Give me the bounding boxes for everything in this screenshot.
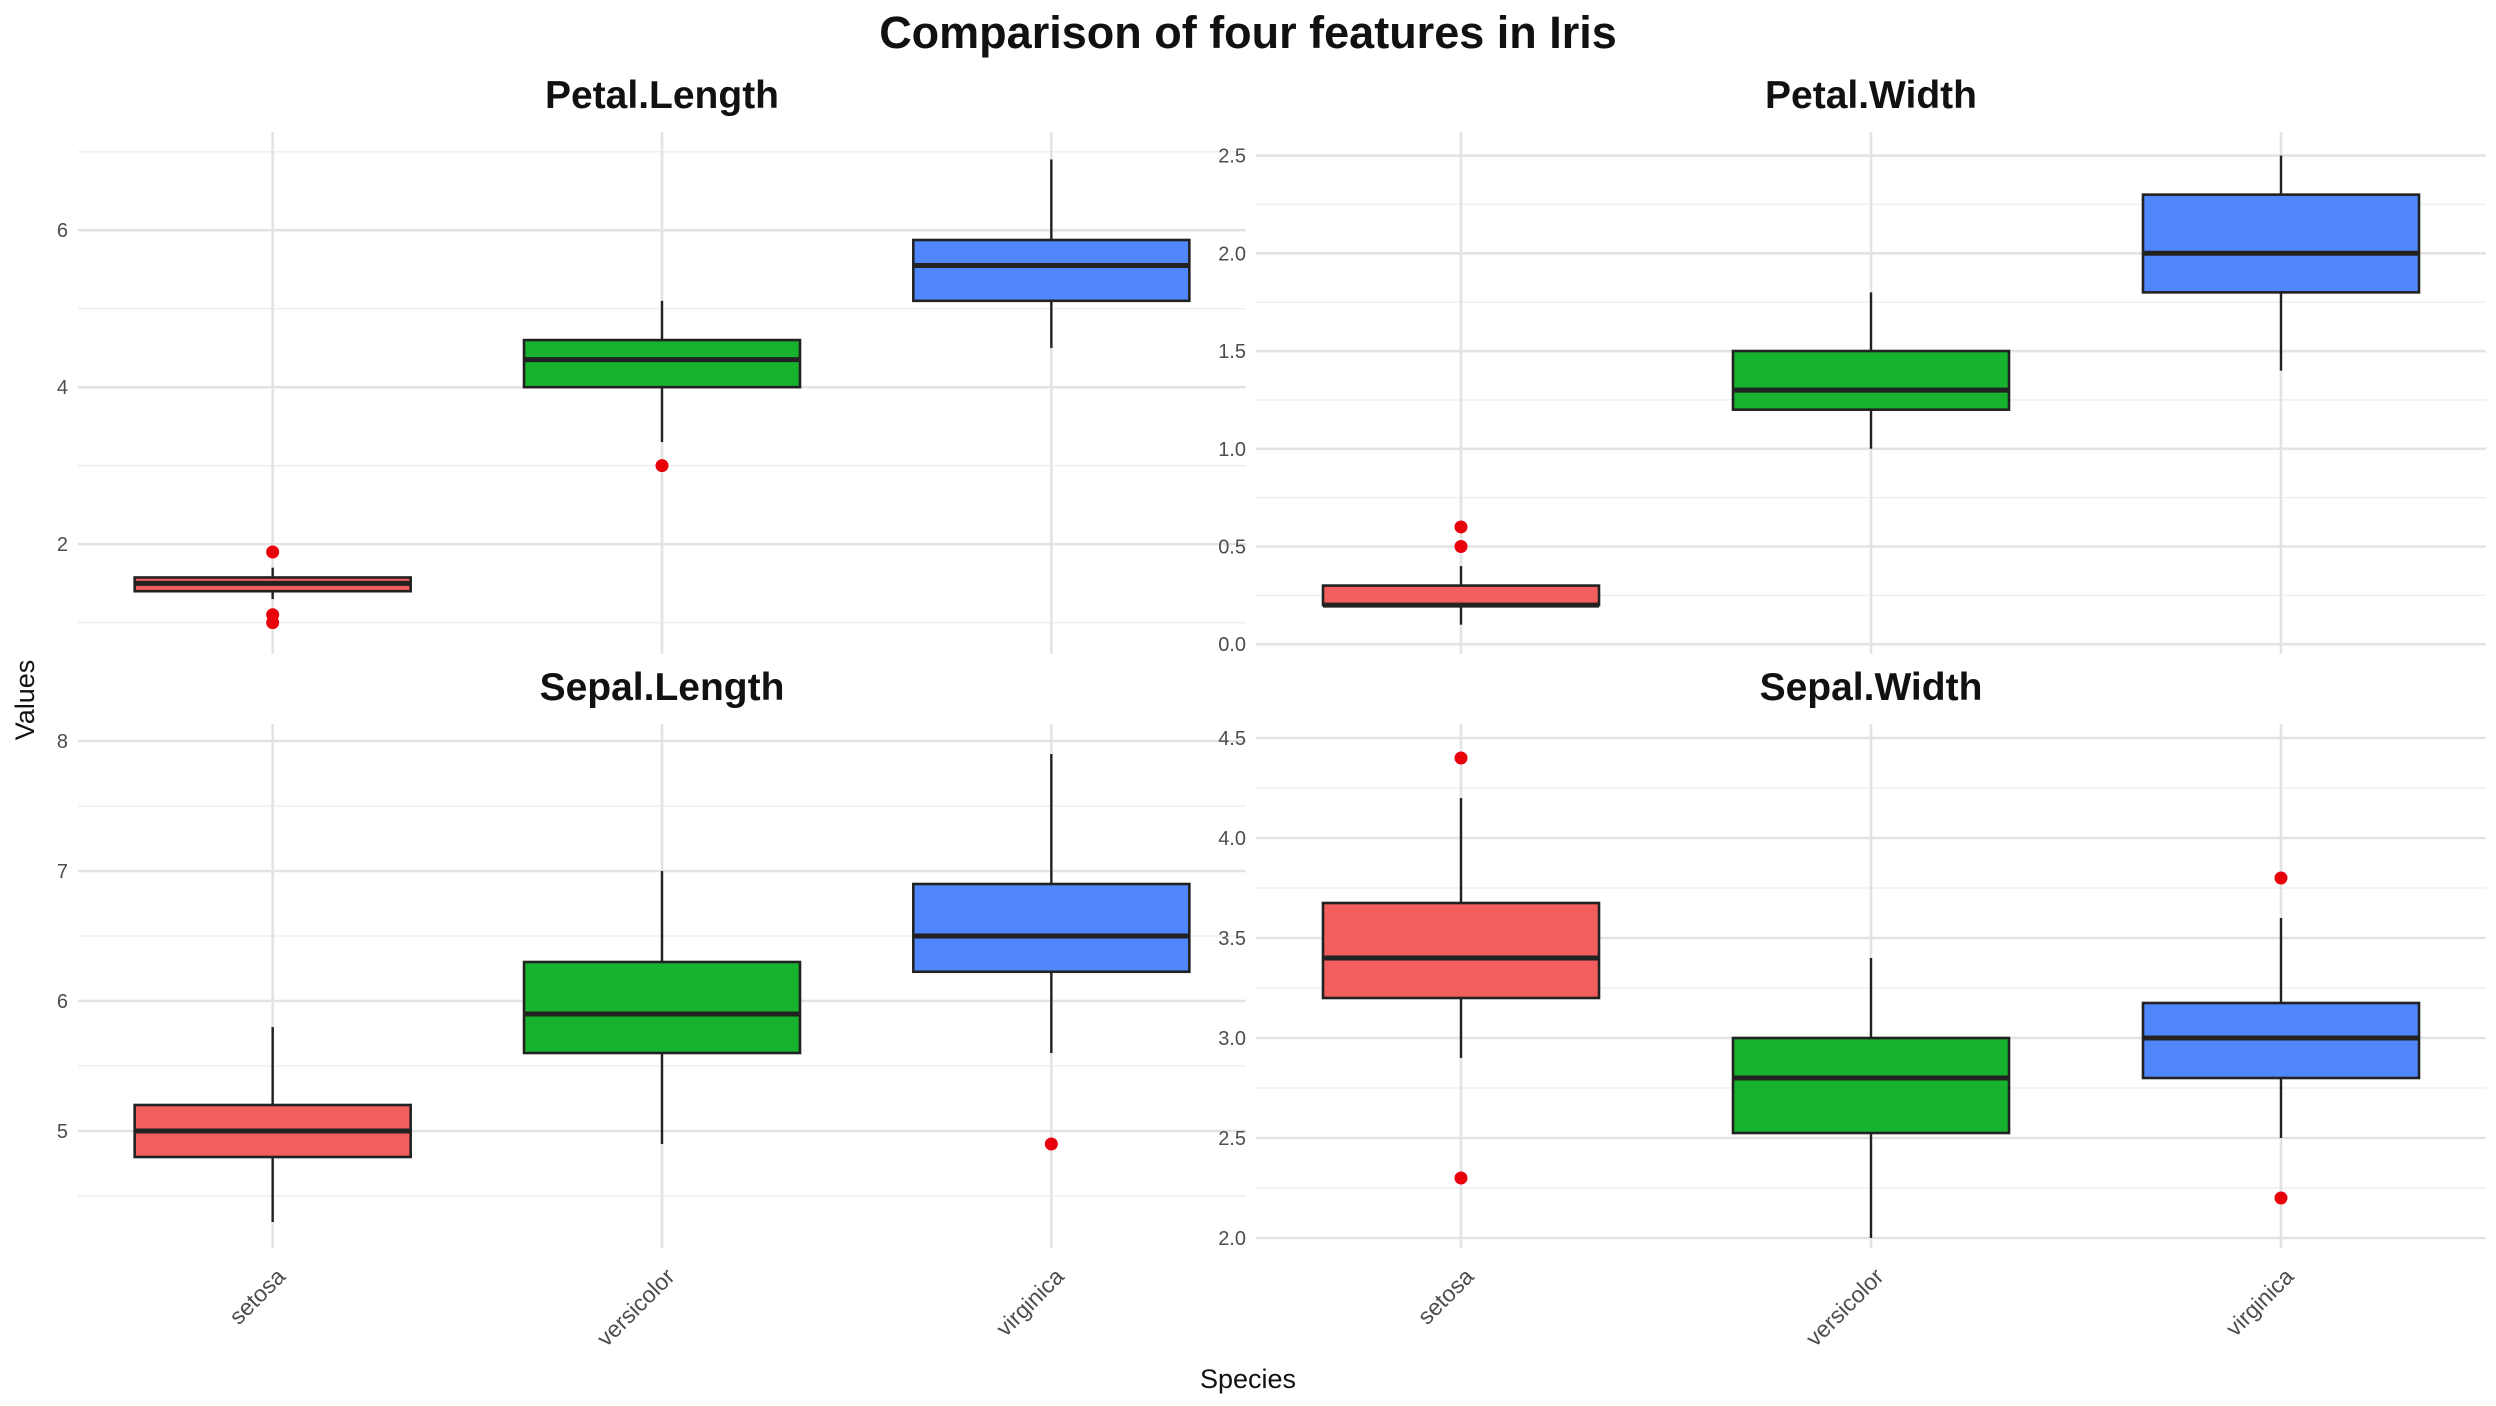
box-virginica [2141, 871, 2421, 1205]
outlier-point [266, 616, 280, 630]
iqr-box [1321, 584, 1601, 607]
y-tick-label: 0.5 [1218, 536, 1246, 558]
facet-panels: Petal.Length 2 4 6 Petal.Width 0.0 0.5 1.0 1.5 2.… [57, 74, 2486, 1351]
panel-title: Petal.Length [545, 74, 779, 117]
y-tick-label: 0.0 [1218, 634, 1246, 656]
outlier-point [266, 545, 280, 559]
outlier-point [1454, 539, 1468, 553]
y-tick-label: 4.0 [1218, 828, 1246, 850]
outlier-point [1044, 1137, 1058, 1151]
outlier-point [2274, 871, 2288, 885]
y-tick-label: 2.5 [1218, 146, 1246, 168]
box-setosa [133, 545, 412, 630]
iqr-box [1731, 1036, 2011, 1135]
box-versicolor [522, 871, 802, 1144]
y-tick-label: 8 [57, 731, 68, 753]
x-tick-label: versicolor [1801, 1263, 1889, 1351]
chart-title: Comparison of four features in Iris [879, 7, 1617, 58]
x-axis-title: Species [1200, 1364, 1296, 1394]
outlier-point [1454, 1171, 1468, 1185]
box-versicolor [522, 300, 802, 473]
y-tick-label: 3.5 [1218, 928, 1246, 950]
iqr-box [522, 338, 802, 389]
y-tick-label: 5 [57, 1121, 68, 1143]
panel-petal-length: Petal.Length 2 4 6 [57, 74, 1246, 654]
x-tick-label: versicolor [592, 1263, 680, 1351]
box-virginica [912, 754, 1191, 1151]
iqr-box [1731, 349, 2011, 411]
panel-sepal-length: Sepal.Length 5 6 7 8 setosa versicolor virginic… [57, 666, 1246, 1351]
y-tick-label: 2.0 [1218, 1228, 1246, 1250]
y-tick-label: 6 [57, 220, 68, 242]
y-tick-label: 7 [57, 861, 68, 883]
outlier-point [1454, 520, 1468, 534]
box-virginica [912, 159, 1191, 348]
box-versicolor [1731, 292, 2011, 449]
y-tick-label: 4.5 [1218, 728, 1246, 750]
outlier-point [655, 459, 669, 473]
iqr-box [912, 882, 1191, 974]
y-tick-label: 3.0 [1218, 1028, 1246, 1050]
box-setosa [1321, 520, 1601, 625]
x-tick-label: setosa [1412, 1263, 1478, 1329]
iqr-box [912, 238, 1191, 303]
y-tick-label: 4 [57, 377, 68, 399]
panel-title: Petal.Width [1765, 74, 1977, 117]
iqr-box [2141, 193, 2421, 294]
box-setosa [1321, 751, 1601, 1185]
panel-sepal-width: Sepal.Width 2.0 2.5 3.0 3.5 4.0 4.5 setosa versi… [1218, 666, 2486, 1351]
box-setosa [133, 1027, 412, 1222]
iqr-box [522, 960, 802, 1055]
y-tick-label: 1.5 [1218, 341, 1246, 363]
y-tick-label: 6 [57, 991, 68, 1013]
outlier-point [1454, 751, 1468, 765]
y-tick-label: 2.5 [1218, 1128, 1246, 1150]
x-tick-label: virginica [2220, 1263, 2298, 1341]
panel-title: Sepal.Width [1760, 666, 1983, 709]
outlier-point [2274, 1191, 2288, 1205]
panel-title: Sepal.Length [540, 666, 785, 709]
panel-petal-width: Petal.Width 0.0 0.5 1.0 1.5 2.0 2.5 [1218, 74, 2486, 656]
x-tick-label: setosa [224, 1263, 290, 1329]
box-virginica [2141, 155, 2421, 371]
y-tick-label: 2 [57, 534, 68, 556]
box-versicolor [1731, 958, 2011, 1238]
y-tick-label: 2.0 [1218, 243, 1246, 265]
x-tick-label: virginica [991, 1263, 1069, 1341]
y-tick-label: 1.0 [1218, 439, 1246, 461]
iqr-box [1321, 901, 1601, 1000]
y-axis-title: Values [10, 660, 40, 741]
